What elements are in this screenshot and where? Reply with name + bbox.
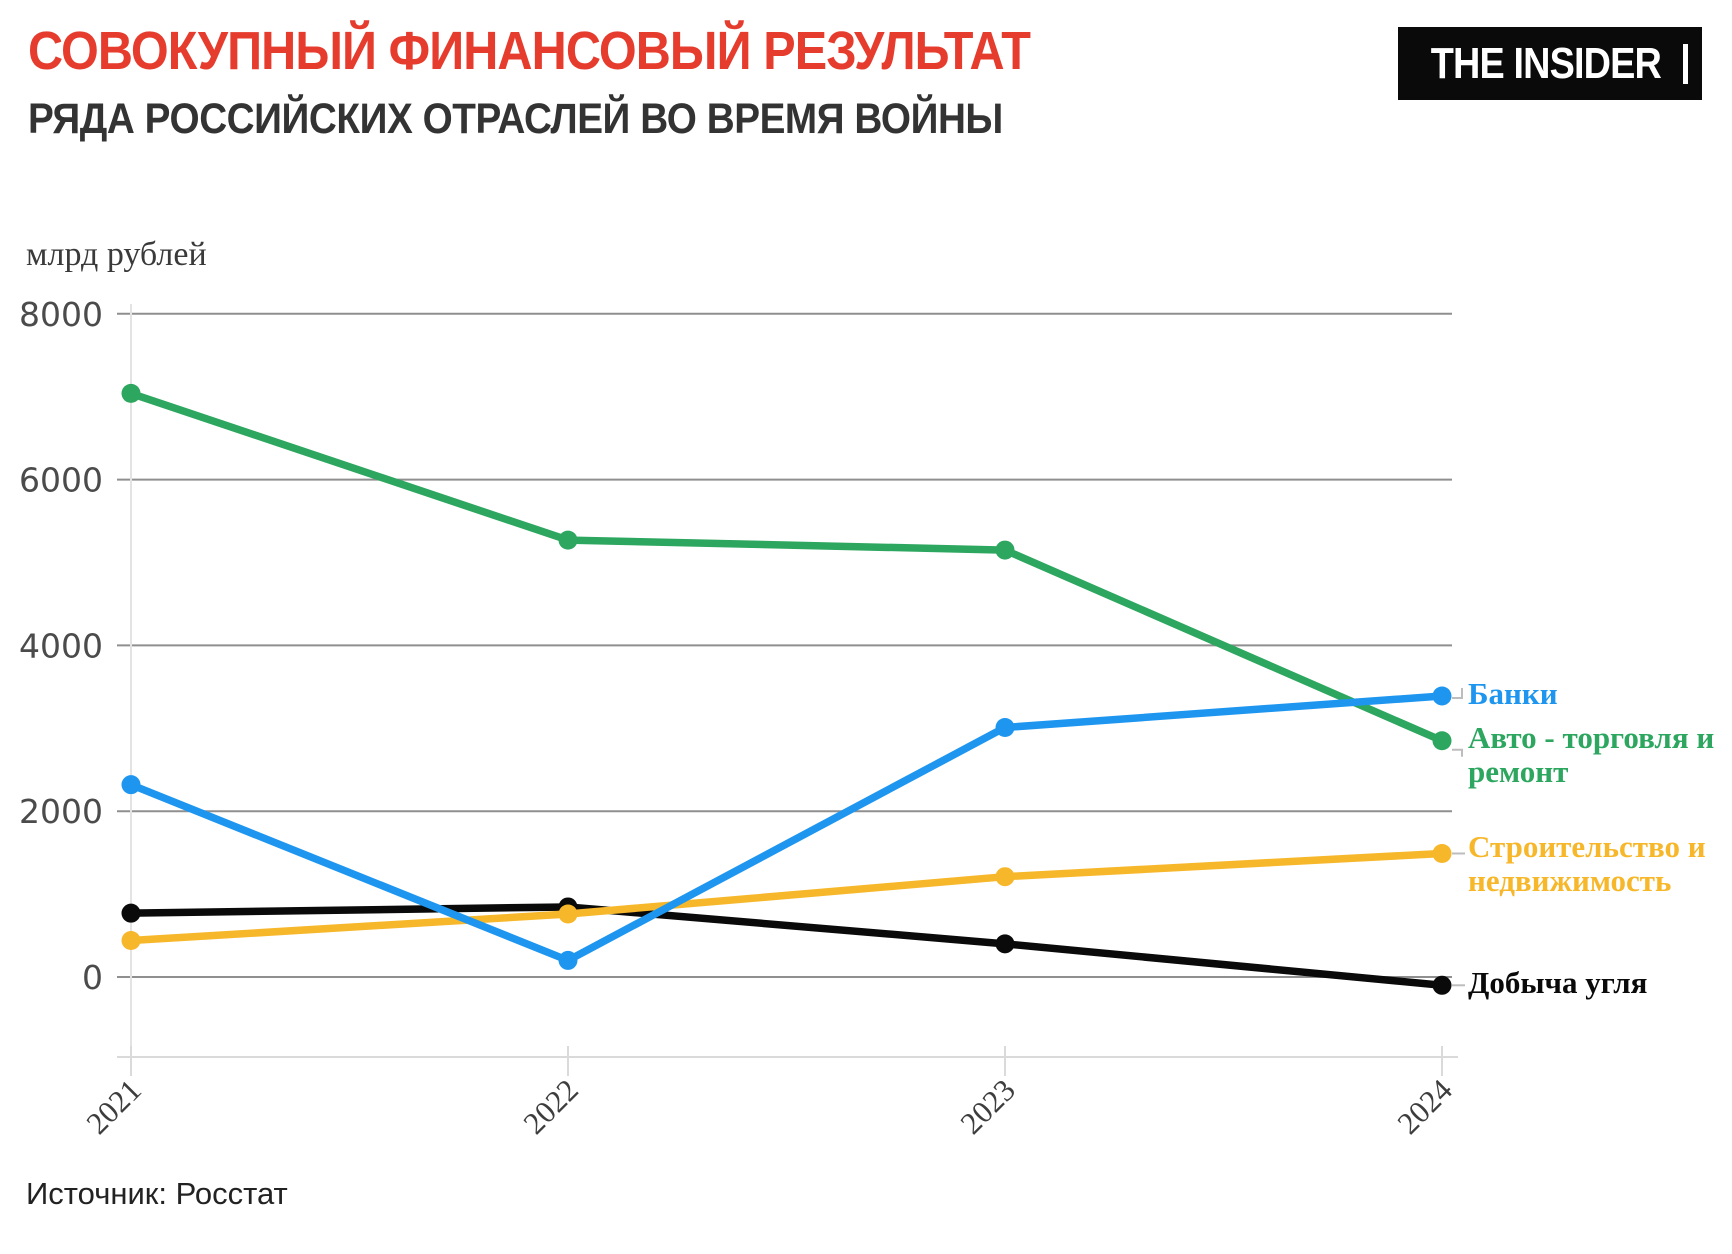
end-leader-banks [1452,687,1463,699]
x-tick-label-2023: 2023 [953,1072,1022,1141]
y-tick-label-4000: 4000 [19,626,103,665]
x-tick-label-2024: 2024 [1390,1072,1459,1141]
series-line-auto-trade-repair [127,389,1446,745]
data-point-auto-trade-repair-2023 [995,540,1015,560]
page-subtitle: РЯДА РОССИЙСКИХ ОТРАСЛЕЙ ВО ВРЕМЯ ВОЙНЫ [28,95,1003,143]
data-point-coal-mining-2021 [121,903,141,923]
y-tick-label-0: 0 [82,958,103,997]
data-point-construction-real-estate-2023 [995,867,1015,887]
legend-label-coal-mining: Добыча угля [1468,965,1648,1000]
data-point-auto-trade-repair-2022 [558,530,578,550]
legend-label-auto-trade-repair: Авто - торговля и ремонт [1468,720,1715,789]
data-point-construction-real-estate-2021 [121,931,141,951]
the-insider-logo: THE INSIDER [1398,27,1702,100]
data-point-auto-trade-repair-2024 [1432,731,1452,751]
y-tick-label-6000: 6000 [19,461,103,500]
data-point-auto-trade-repair-2021 [121,383,141,403]
x-tick-label-2021: 2021 [79,1072,148,1141]
series-line-banks [127,692,1446,965]
x-tick-label-2022: 2022 [516,1072,585,1141]
source-note: Источник: Росстат [26,1176,288,1211]
logo-cursor-bar [1683,43,1689,84]
y-tick-label-2000: 2000 [19,792,103,831]
data-point-construction-real-estate-2022 [558,904,578,924]
data-point-coal-mining-2024 [1432,975,1452,995]
legend-label-banks: Банки [1468,676,1558,711]
series-line-construction-real-estate [127,849,1446,945]
logo-text: THE INSIDER [1430,38,1661,88]
y-tick-label-8000: 8000 [19,295,103,334]
y-axis-unit-label: млрд рублей [26,236,207,273]
data-point-banks-2024 [1432,686,1452,706]
legend-label-construction-real-estate: Строительство и недвижимость [1468,829,1706,898]
end-leader-auto-trade-repair [1452,748,1463,757]
series-line-coal-mining [127,903,1446,990]
data-point-banks-2023 [995,717,1015,737]
data-point-construction-real-estate-2024 [1432,843,1452,863]
data-point-banks-2022 [558,950,578,970]
data-point-banks-2021 [121,775,141,795]
page-title: СОВОКУПНЫЙ ФИНАНСОВЫЙ РЕЗУЛЬТАТ [28,21,1031,81]
data-point-coal-mining-2023 [995,934,1015,954]
